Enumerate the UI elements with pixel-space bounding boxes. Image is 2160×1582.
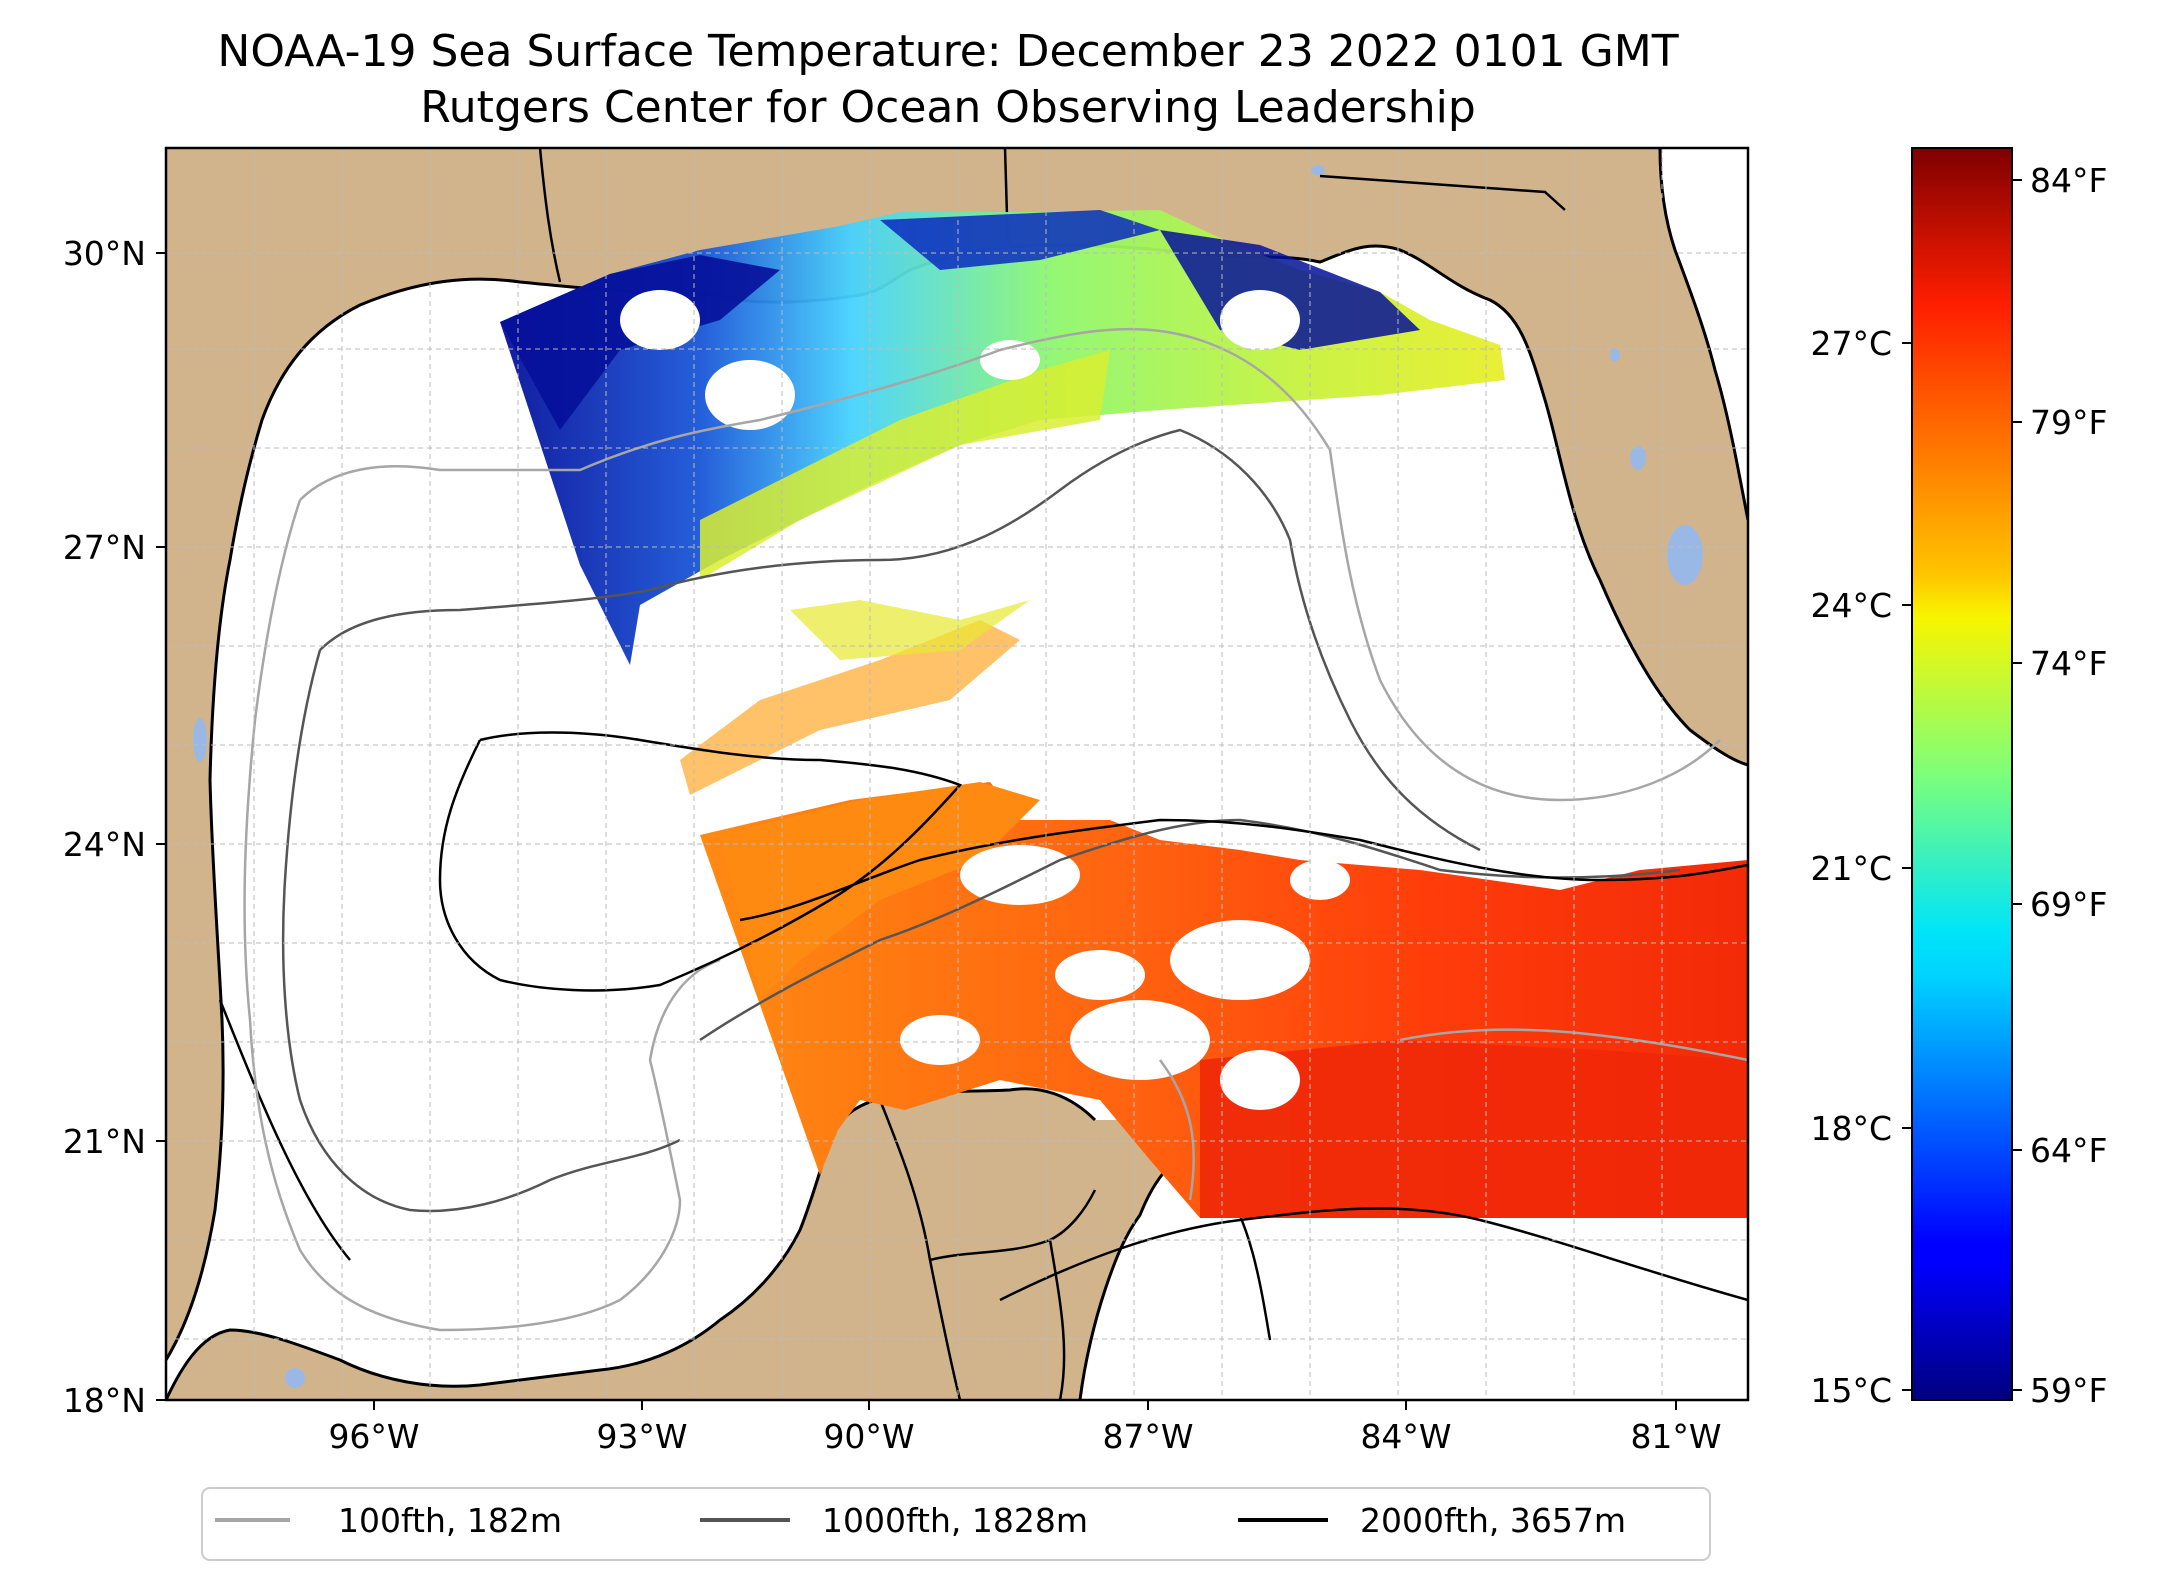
cloud-gaps: [620, 290, 1350, 1110]
borders: [218, 148, 1566, 1400]
map-frame: [164, 146, 1750, 1402]
cbar-f-84: 84°F: [2030, 161, 2107, 200]
lake-2: [1610, 348, 1620, 362]
lake-1: [1630, 446, 1646, 470]
cbar-f-79: 79°F: [2030, 403, 2107, 442]
cbar-c-15: 15°C: [1810, 1371, 1892, 1410]
cbar-f-59: 59°F: [2030, 1371, 2107, 1410]
cbar-c-21: 21°C: [1810, 849, 1892, 888]
cbar-f-64: 64°F: [2030, 1131, 2107, 1170]
cbar-c-24: 24°C: [1810, 586, 1892, 625]
atlantic-water: [1660, 148, 1748, 520]
axis-ticks: [156, 252, 1677, 1410]
lagoon-madre: [193, 718, 207, 762]
lat-tick-18: 18°N: [63, 1381, 146, 1420]
legend-label-1000fth: 1000fth, 1828m: [822, 1501, 1088, 1540]
cbar-f-74: 74°F: [2030, 644, 2107, 683]
title-line-2: Rutgers Center for Ocean Observing Leade…: [420, 82, 1476, 133]
coastline-florida-east: [1658, 148, 1748, 521]
lat-tick-27: 27°N: [63, 528, 146, 567]
lake-okeechobee: [1667, 525, 1703, 585]
contour-1000fth: [281, 428, 1681, 1213]
contour-legend: 100fth, 182m 1000fth, 1828m 2000fth, 365…: [201, 1487, 1711, 1561]
lon-tick-87: 87°W: [1102, 1417, 1193, 1456]
colorbar-gradient: [1911, 147, 2013, 1401]
colorbar: 27°C 24°C 21°C 18°C 15°C 84°F 79°F 74°F …: [1810, 147, 2107, 1410]
title-line-1: NOAA-19 Sea Surface Temperature: Decembe…: [217, 26, 1678, 77]
gridlines: [166, 148, 1748, 1400]
contour-2000fth: [438, 731, 1748, 1302]
map-panel[interactable]: [166, 148, 1748, 1400]
lat-tick-24: 24°N: [63, 825, 146, 864]
lon-tick-84: 84°W: [1360, 1417, 1451, 1456]
bathymetry-contours: [243, 327, 1748, 1332]
colorbar-ticks: [1902, 179, 2022, 1391]
cbar-f-69: 69°F: [2030, 885, 2107, 924]
cbar-c-27: 27°C: [1810, 324, 1892, 363]
lon-tick-90: 90°W: [823, 1417, 914, 1456]
lat-tick-30: 30°N: [63, 234, 146, 273]
lon-tick-81: 81°W: [1630, 1417, 1721, 1456]
lon-tick-96: 96°W: [328, 1417, 419, 1456]
lat-tick-21: 21°N: [63, 1122, 146, 1161]
contour-100fth: [243, 327, 1748, 1332]
legend-label-100fth: 100fth, 182m: [338, 1501, 562, 1540]
lake-3: [285, 1368, 305, 1388]
lon-tick-93: 93°W: [596, 1417, 687, 1456]
legend-box: [201, 1487, 1711, 1561]
lake-4: [1311, 165, 1325, 175]
cbar-c-18: 18°C: [1810, 1109, 1892, 1148]
legend-label-2000fth: 2000fth, 3657m: [1360, 1501, 1626, 1540]
